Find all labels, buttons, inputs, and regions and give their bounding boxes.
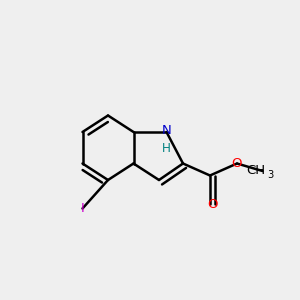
Text: O: O bbox=[208, 197, 218, 211]
Text: CH: CH bbox=[246, 164, 266, 178]
Text: H: H bbox=[162, 142, 171, 155]
Text: I: I bbox=[81, 202, 84, 215]
Text: 3: 3 bbox=[267, 169, 273, 180]
Text: O: O bbox=[232, 157, 242, 170]
Text: N: N bbox=[162, 124, 171, 137]
